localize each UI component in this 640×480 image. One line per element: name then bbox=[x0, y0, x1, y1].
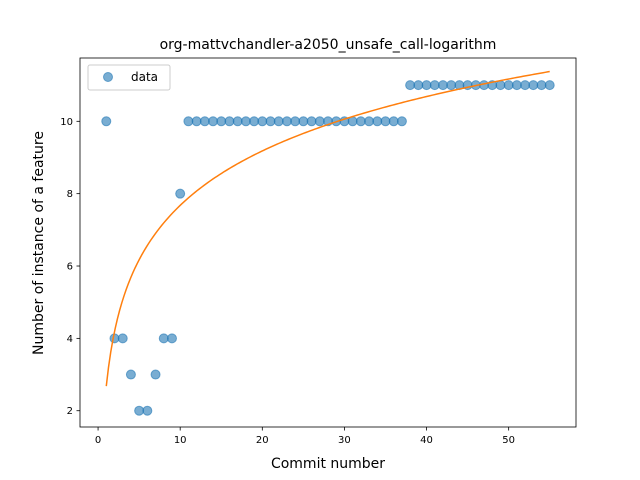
x-tick-label: 40 bbox=[420, 435, 433, 446]
x-tick-label: 30 bbox=[338, 435, 351, 446]
data-point bbox=[503, 80, 514, 91]
x-tick-label: 50 bbox=[502, 435, 515, 446]
data-point bbox=[117, 333, 128, 344]
data-point bbox=[150, 369, 161, 380]
data-point bbox=[166, 333, 177, 344]
data-point bbox=[101, 116, 112, 127]
data-point bbox=[405, 80, 416, 91]
fit-line bbox=[105, 70, 550, 387]
plot-area bbox=[101, 70, 555, 416]
y-tick-label: 4 bbox=[67, 334, 73, 345]
legend-label-data: data bbox=[131, 70, 158, 84]
y-tick-label: 10 bbox=[60, 117, 73, 128]
data-point bbox=[355, 116, 366, 127]
data-point bbox=[511, 80, 522, 91]
data-point bbox=[298, 116, 309, 127]
data-point bbox=[421, 80, 432, 91]
data-point bbox=[388, 116, 399, 127]
data-point bbox=[306, 116, 317, 127]
chart-title: org-mattvchandler-a2050_unsafe_call-loga… bbox=[160, 37, 497, 53]
data-point bbox=[372, 116, 383, 127]
data-point bbox=[273, 116, 284, 127]
axes-frame bbox=[79, 57, 577, 428]
data-point bbox=[191, 116, 202, 127]
data-point bbox=[199, 116, 210, 127]
data-point bbox=[437, 80, 448, 91]
data-point bbox=[528, 80, 539, 91]
x-axis-label: Commit number bbox=[271, 456, 385, 472]
data-point bbox=[142, 405, 153, 416]
y-tick-label: 2 bbox=[67, 406, 73, 417]
data-point bbox=[158, 333, 169, 344]
data-point bbox=[183, 116, 194, 127]
data-point bbox=[364, 116, 375, 127]
data-point bbox=[520, 80, 531, 91]
data-point bbox=[134, 405, 145, 416]
legend: data bbox=[87, 64, 171, 91]
x-tick-label: 10 bbox=[174, 435, 187, 446]
data-point bbox=[208, 116, 219, 127]
data-point bbox=[495, 80, 506, 91]
legend-frame bbox=[87, 64, 171, 91]
x-tick-label: 20 bbox=[256, 435, 269, 446]
data-point bbox=[446, 80, 457, 91]
data-point bbox=[544, 80, 555, 91]
data-point bbox=[290, 116, 301, 127]
legend-marker bbox=[103, 72, 113, 82]
data-point bbox=[265, 116, 276, 127]
axes: 0 10 20 30 40 50 2 4 6 8 10 bbox=[60, 57, 577, 446]
data-point bbox=[536, 80, 547, 91]
x-tick-label: 0 bbox=[95, 435, 101, 446]
data-point bbox=[232, 116, 243, 127]
data-point bbox=[125, 369, 136, 380]
data-point bbox=[257, 116, 268, 127]
data-point bbox=[281, 116, 292, 127]
data-point bbox=[380, 116, 391, 127]
data-point bbox=[413, 80, 424, 91]
y-axis-label: Number of instance of a feature bbox=[31, 131, 47, 355]
data-point bbox=[216, 116, 227, 127]
data-point bbox=[224, 116, 235, 127]
data-point bbox=[240, 116, 251, 127]
data-point bbox=[175, 188, 186, 199]
data-point bbox=[314, 116, 325, 127]
data-point bbox=[249, 116, 260, 127]
data-point bbox=[396, 116, 407, 127]
y-tick-label: 6 bbox=[67, 262, 73, 273]
y-tick-label: 8 bbox=[67, 189, 73, 200]
data-point bbox=[429, 80, 440, 91]
